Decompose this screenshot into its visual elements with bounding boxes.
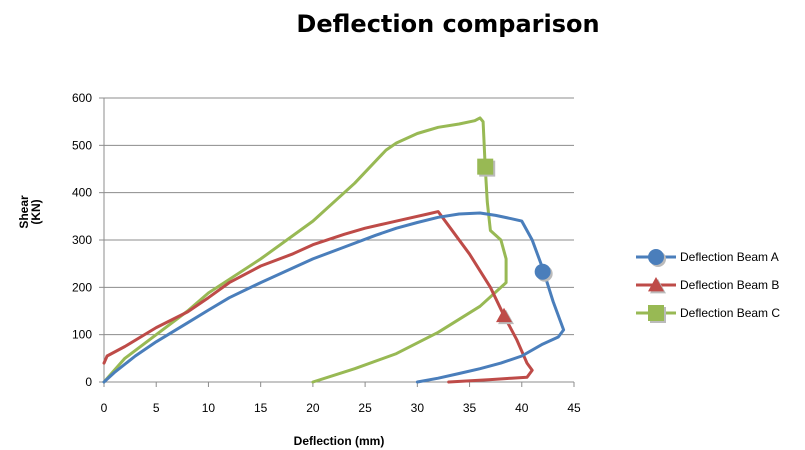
legend-marker-3 xyxy=(648,305,664,321)
y-tick-label: 600 xyxy=(72,91,92,105)
legend-label-2: Deflection Beam B xyxy=(680,278,779,292)
x-tick-label: 0 xyxy=(101,401,108,415)
legend: Deflection Beam A Deflection Beam B Deflec… xyxy=(636,249,780,323)
y-tick-label: 0 xyxy=(85,375,92,389)
legend-label-1: Deflection Beam A xyxy=(680,250,779,264)
series-markers xyxy=(477,158,553,325)
y-tick-label: 200 xyxy=(72,280,92,294)
x-axis-title: Deflection (mm) xyxy=(294,434,385,448)
series-line-1 xyxy=(102,211,566,384)
legend-marker-1 xyxy=(648,249,664,265)
x-tick-label: 40 xyxy=(515,401,529,415)
x-tick-label: 10 xyxy=(202,401,216,415)
y-axis-title-line-1: Shear xyxy=(17,195,31,229)
grid xyxy=(99,97,575,387)
x-tick-label: 5 xyxy=(153,401,160,415)
x-tick-label: 35 xyxy=(463,401,477,415)
legend-label-3: Deflection Beam C xyxy=(680,306,780,320)
x-tick-label: 45 xyxy=(567,401,581,415)
tick-labels: 0 100 200 300 400 500 600 0 5 10 15 20 25 30 35 40 45 xyxy=(72,91,581,415)
y-tick-label: 300 xyxy=(72,233,92,247)
x-tick-label: 25 xyxy=(358,401,372,415)
series-lines xyxy=(102,116,566,384)
x-tick-label: 30 xyxy=(411,401,425,415)
series-marker-2 xyxy=(496,307,513,323)
y-axis-title: Shear (KN) xyxy=(17,195,43,229)
legend-marker-2 xyxy=(648,277,664,292)
y-tick-label: 100 xyxy=(72,328,92,342)
chart-title: Deflection comparison xyxy=(296,10,599,38)
series-marker-3 xyxy=(477,158,494,175)
x-tick-label: 20 xyxy=(306,401,320,415)
series-marker-1 xyxy=(534,263,551,280)
series-line-2 xyxy=(102,210,534,384)
series-line-3 xyxy=(102,116,508,384)
y-tick-label: 400 xyxy=(72,186,92,200)
y-axis-title-line-2: (KN) xyxy=(29,199,43,224)
x-tick-label: 15 xyxy=(254,401,268,415)
y-tick-label: 500 xyxy=(72,138,92,152)
